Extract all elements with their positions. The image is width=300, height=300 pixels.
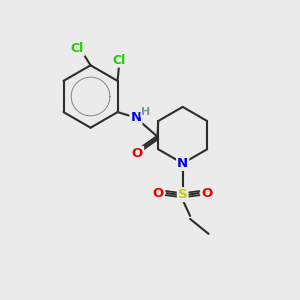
Text: N: N <box>130 111 142 124</box>
Text: S: S <box>178 188 188 201</box>
Text: O: O <box>201 187 213 200</box>
Text: O: O <box>132 147 143 160</box>
Text: Cl: Cl <box>112 54 126 67</box>
Text: O: O <box>153 187 164 200</box>
Text: H: H <box>141 107 150 117</box>
Text: Cl: Cl <box>70 42 84 56</box>
Text: N: N <box>177 157 188 170</box>
